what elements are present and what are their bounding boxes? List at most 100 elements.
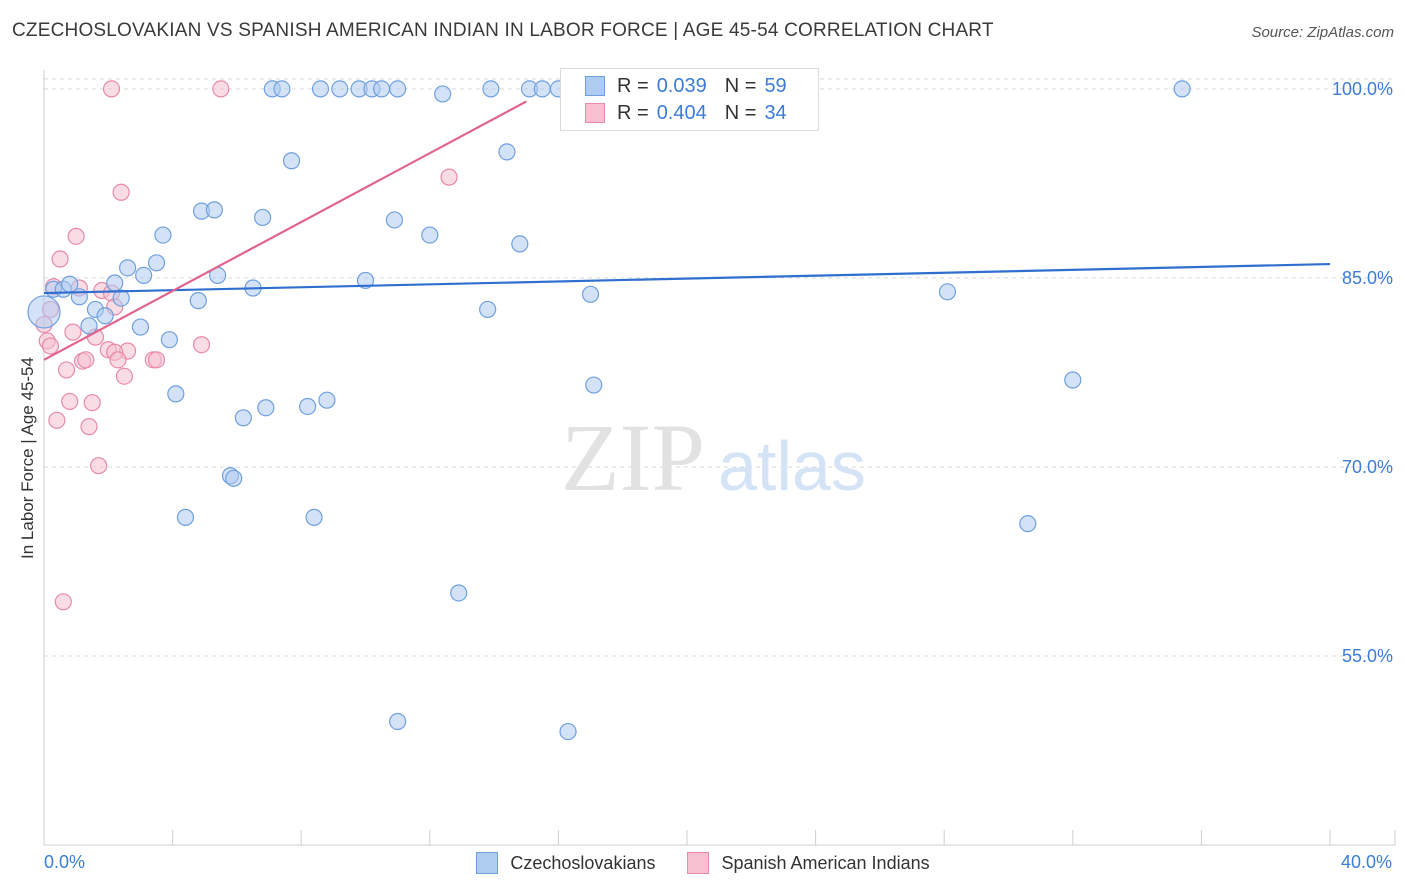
- trend-line-spanish-american-indians: [43, 100, 527, 361]
- point-spanish-american-indians: [192, 336, 211, 354]
- point-czechoslovakians: [135, 266, 153, 285]
- bottom-legend-swatch-blue: [476, 852, 499, 874]
- watermark-atlas: atlas: [718, 427, 866, 505]
- point-spanish-american-indians: [61, 392, 79, 411]
- point-czechoslovakians: [106, 274, 124, 292]
- x-axis-min-label: 0.0%: [44, 852, 86, 872]
- bottom-legend-czechoslovakians[interactable]: Czechoslovakians: [476, 852, 655, 874]
- point-czechoslovakians: [305, 508, 323, 526]
- legend-r-value: 0.039: [656, 74, 707, 97]
- point-spanish-american-indians: [109, 351, 127, 369]
- legend-swatch-blue: [585, 76, 605, 96]
- point-czechoslovakians: [154, 226, 172, 244]
- point-czechoslovakians: [167, 385, 185, 403]
- legend-n-label: N =: [724, 101, 757, 124]
- legend-n-value: 34: [764, 101, 787, 124]
- point-czechoslovakians: [282, 152, 301, 170]
- trend-lines: [43, 100, 1331, 361]
- legend-row-czechoslovakians: R = 0.039 N = 59: [585, 74, 787, 98]
- point-czechoslovakians: [389, 712, 407, 731]
- bottom-legend-label: Czechoslovakians: [510, 852, 656, 873]
- point-spanish-american-indians: [102, 80, 121, 98]
- point-czechoslovakians: [176, 508, 195, 526]
- point-czechoslovakians: [234, 409, 252, 427]
- bottom-legend-swatch-pink: [687, 852, 710, 874]
- point-czechoslovakians: [1019, 515, 1037, 533]
- point-czechoslovakians: [318, 391, 336, 409]
- y-tick-labels: 55.0% 70.0% 85.0% 100.0%: [1332, 79, 1393, 666]
- point-czechoslovakians: [385, 211, 404, 229]
- point-spanish-american-indians: [90, 457, 108, 475]
- point-spanish-american-indians: [51, 250, 69, 268]
- point-spanish-american-indians: [115, 367, 133, 385]
- point-czechoslovakians: [27, 295, 61, 329]
- legend-r-label: R =: [617, 101, 649, 124]
- point-spanish-american-indians: [440, 168, 458, 186]
- point-czechoslovakians: [160, 331, 178, 349]
- point-czechoslovakians: [131, 318, 150, 336]
- source-note: Source: ZipAtlas.com: [1251, 24, 1394, 41]
- legend-row-spanish-american-indians: R = 0.404 N = 34: [585, 101, 787, 125]
- point-czechoslovakians: [559, 722, 577, 741]
- point-czechoslovakians: [581, 285, 600, 303]
- point-czechoslovakians: [585, 376, 603, 394]
- point-spanish-american-indians: [64, 323, 82, 341]
- trend-line-czechoslovakians: [43, 262, 1331, 295]
- point-czechoslovakians: [389, 80, 407, 98]
- legend-r-label: R =: [617, 74, 649, 97]
- watermark-zip: ZIP: [561, 404, 705, 511]
- legend-swatch-pink: [585, 103, 605, 123]
- point-czechoslovakians: [205, 201, 223, 219]
- y-tick-label: 100.0%: [1332, 79, 1393, 99]
- point-czechoslovakians: [80, 317, 98, 335]
- chart-title: CZECHOSLOVAKIAN VS SPANISH AMERICAN INDI…: [12, 20, 994, 41]
- point-spanish-american-indians: [212, 80, 230, 98]
- point-czechoslovakians: [511, 235, 529, 253]
- point-spanish-american-indians: [80, 418, 98, 436]
- bottom-legend-spanish-american-indians[interactable]: Spanish American Indians: [687, 852, 930, 874]
- watermark: ZIP atlas: [561, 404, 866, 511]
- legend-n-value: 59: [764, 74, 787, 97]
- point-czechoslovakians: [479, 300, 497, 319]
- point-spanish-american-indians: [48, 411, 66, 429]
- point-czechoslovakians: [1173, 80, 1191, 98]
- point-czechoslovakians: [938, 283, 957, 301]
- point-czechoslovakians: [498, 143, 516, 161]
- bottom-legend: Czechoslovakians Spanish American Indian…: [0, 852, 1406, 874]
- point-czechoslovakians: [299, 397, 317, 416]
- x-axis-max-label: 40.0%: [1340, 852, 1392, 872]
- point-czechoslovakians: [254, 208, 272, 227]
- point-spanish-american-indians: [147, 351, 166, 369]
- y-tick-label: 70.0%: [1342, 457, 1393, 477]
- point-spanish-american-indians: [77, 351, 95, 369]
- point-czechoslovakians: [421, 226, 439, 244]
- point-czechoslovakians: [96, 307, 114, 325]
- legend-box: R = 0.039 N = 59 R = 0.404 N = 34: [560, 68, 819, 131]
- point-czechoslovakians: [450, 584, 468, 602]
- point-spanish-american-indians: [67, 227, 85, 245]
- series-spanish-american-indians: [35, 80, 458, 611]
- point-spanish-american-indians: [83, 394, 101, 412]
- point-czechoslovakians: [331, 80, 349, 98]
- y-tick-label: 55.0%: [1342, 646, 1393, 666]
- point-spanish-american-indians: [57, 361, 76, 379]
- point-czechoslovakians: [112, 289, 130, 307]
- point-czechoslovakians: [225, 469, 243, 487]
- point-czechoslovakians: [147, 254, 166, 272]
- legend-r-value: 0.404: [656, 101, 707, 124]
- point-czechoslovakians: [372, 80, 391, 98]
- point-czechoslovakians: [356, 271, 375, 290]
- point-czechoslovakians: [311, 80, 330, 98]
- point-czechoslovakians: [533, 80, 551, 98]
- point-czechoslovakians: [434, 85, 452, 103]
- point-czechoslovakians: [189, 292, 207, 310]
- point-czechoslovakians: [482, 80, 500, 98]
- point-spanish-american-indians: [54, 593, 72, 611]
- grid-lines: [44, 78, 1395, 657]
- point-spanish-american-indians: [112, 183, 130, 201]
- bottom-legend-label: Spanish American Indians: [721, 852, 930, 873]
- point-spanish-american-indians: [41, 337, 60, 355]
- axes: [43, 70, 1396, 846]
- y-tick-label: 85.0%: [1342, 268, 1393, 288]
